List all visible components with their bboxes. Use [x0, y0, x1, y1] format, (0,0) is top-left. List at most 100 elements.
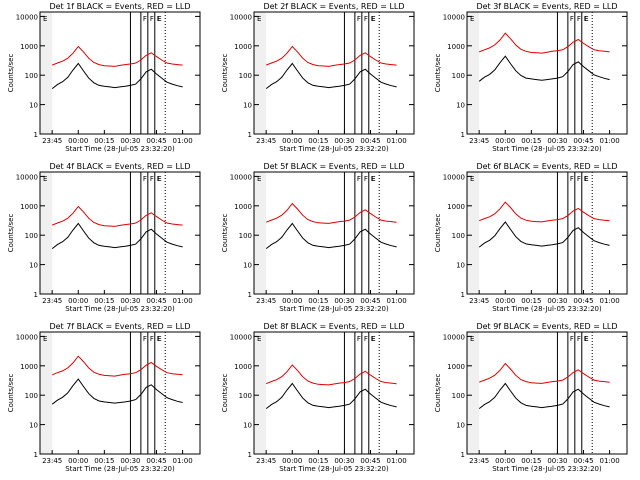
start-shade — [467, 332, 480, 454]
y-tick-label: 10 — [456, 102, 465, 110]
y-tick-label: 100 — [25, 232, 38, 240]
time-marker-letter: F — [357, 175, 361, 183]
y-tick-label: 10000 — [443, 173, 465, 181]
time-marker-letter: E — [157, 15, 161, 23]
y-axis-label: Counts/sec — [7, 374, 15, 413]
x-tick-label: 00:15 — [308, 457, 328, 465]
x-tick-label: 23:45 — [469, 137, 489, 145]
x-tick-label: 00:00 — [495, 137, 515, 145]
series-lld — [266, 45, 397, 67]
y-tick-label: 100 — [239, 232, 252, 240]
y-tick-label: 100 — [239, 392, 252, 400]
series-lld — [266, 202, 397, 224]
x-tick-label: 01:00 — [173, 297, 193, 305]
series-lld — [266, 364, 397, 386]
x-tick-label: 00:30 — [120, 137, 140, 145]
x-tick-label: 00:00 — [68, 297, 88, 305]
x-tick-label: 00:15 — [308, 297, 328, 305]
y-tick-label: 1 — [461, 451, 465, 459]
y-tick-label: 100 — [452, 392, 465, 400]
y-tick-label: 10 — [29, 102, 38, 110]
y-tick-label: 1000 — [234, 363, 252, 371]
series-lld — [479, 32, 610, 54]
x-tick-label: 00:00 — [495, 457, 515, 465]
y-axis-label: Counts/sec — [7, 54, 15, 93]
y-tick-label: 10 — [29, 262, 38, 270]
x-tick-label: 00:30 — [334, 297, 354, 305]
time-marker-letter: E — [584, 15, 588, 23]
y-tick-label: 1 — [248, 291, 252, 299]
x-tick-label: 00:45 — [146, 457, 166, 465]
time-marker-letter: E — [157, 335, 161, 343]
start-shade — [40, 12, 53, 134]
x-tick-label: 00:15 — [94, 297, 114, 305]
y-tick-label: 100 — [25, 72, 38, 80]
time-marker-letter: E — [470, 175, 474, 183]
x-tick-label: 00:30 — [120, 457, 140, 465]
x-tick-label: 00:45 — [146, 137, 166, 145]
x-tick-label: 00:15 — [521, 137, 541, 145]
y-tick-label: 1 — [34, 451, 38, 459]
y-tick-label: 1000 — [20, 43, 38, 51]
start-shade — [467, 12, 480, 134]
x-tick-label: 00:15 — [308, 137, 328, 145]
y-tick-label: 1 — [34, 131, 38, 139]
time-marker-letter: E — [470, 15, 474, 23]
x-tick-label: 00:00 — [495, 297, 515, 305]
y-tick-label: 10000 — [443, 333, 465, 341]
panel-title: Det 4f BLACK = Events, RED = LLD — [49, 162, 190, 171]
x-tick-label: 23:45 — [469, 457, 489, 465]
time-marker-letter: E — [371, 15, 375, 23]
x-tick-label: 00:30 — [334, 137, 354, 145]
time-marker-letter: F — [150, 335, 154, 343]
x-tick-label: 23:45 — [42, 137, 62, 145]
plot-frame — [466, 331, 628, 455]
x-axis-label: Start Time (28-Jul-05 23:32:20) — [492, 145, 602, 153]
x-tick-label: 00:45 — [360, 297, 380, 305]
x-axis-label: Start Time (28-Jul-05 23:32:20) — [65, 465, 175, 473]
x-tick-label: 00:30 — [334, 457, 354, 465]
x-axis-label: Start Time (28-Jul-05 23:32:20) — [492, 305, 602, 313]
y-tick-label: 10 — [243, 422, 252, 430]
time-marker-letter: E — [257, 335, 261, 343]
x-tick-label: 01:00 — [387, 137, 407, 145]
x-tick-label: 00:45 — [360, 137, 380, 145]
y-axis-label: Counts/sec — [7, 214, 15, 253]
y-tick-label: 1 — [248, 451, 252, 459]
x-axis-label: Start Time (28-Jul-05 23:32:20) — [65, 145, 175, 153]
y-axis-label: Counts/sec — [221, 214, 229, 253]
time-marker-letter: E — [43, 175, 47, 183]
x-axis-label: Start Time (28-Jul-05 23:32:20) — [279, 305, 389, 313]
time-marker-letter: E — [584, 15, 588, 23]
time-marker-letter: E — [371, 335, 375, 343]
y-tick-label: 100 — [452, 232, 465, 240]
y-tick-label: 1000 — [447, 203, 465, 211]
time-marker-letter: E — [257, 15, 261, 23]
panel-title: Det 2f BLACK = Events, RED = LLD — [263, 2, 404, 11]
time-marker-letter: F — [143, 175, 147, 183]
start-shade — [254, 332, 267, 454]
x-tick-label: 00:45 — [573, 457, 593, 465]
start-shade — [40, 332, 53, 454]
time-marker-letter: E — [584, 335, 588, 343]
y-tick-label: 1 — [34, 291, 38, 299]
x-tick-label: 23:45 — [469, 297, 489, 305]
time-marker-letter: F — [143, 15, 147, 23]
y-tick-label: 1000 — [20, 203, 38, 211]
x-axis-label: Start Time (28-Jul-05 23:32:20) — [279, 145, 389, 153]
plot-frame — [253, 11, 415, 135]
panel-title: Det 5f BLACK = Events, RED = LLD — [263, 162, 404, 171]
y-tick-label: 1000 — [20, 363, 38, 371]
series-lld — [52, 355, 183, 377]
time-marker-letter: E — [157, 15, 161, 23]
series-events — [265, 382, 397, 409]
x-tick-label: 23:45 — [42, 297, 62, 305]
series-lld — [52, 45, 183, 67]
x-tick-label: 00:15 — [521, 297, 541, 305]
plot-frame — [466, 11, 628, 135]
panel-title: Det 1f BLACK = Events, RED = LLD — [49, 2, 190, 11]
series-lld — [479, 201, 610, 223]
panel-title: Det 9f BLACK = Events, RED = LLD — [476, 322, 617, 331]
x-tick-label: 00:00 — [282, 297, 302, 305]
